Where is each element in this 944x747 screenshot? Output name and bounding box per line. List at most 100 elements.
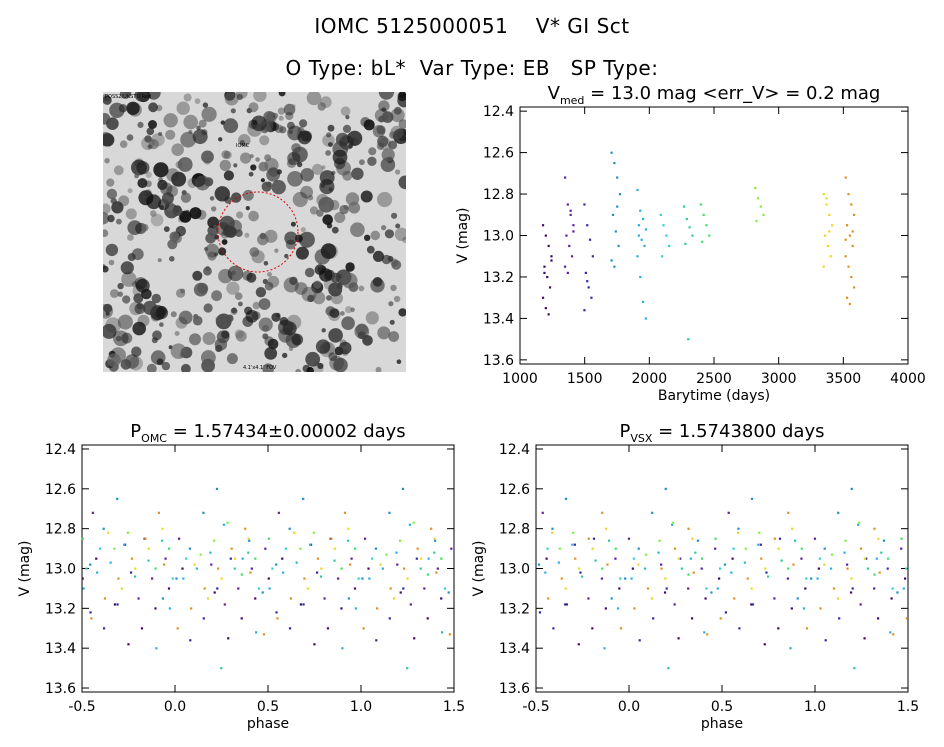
data-point — [644, 553, 648, 556]
fold_omc-group: -0.5 0.0 0.5 1.0 1.5 12.4 12.6 12.8 13.0 13.2 13.4… — [17, 421, 465, 732]
field-star — [304, 267, 315, 278]
field-star — [187, 177, 198, 189]
field-star — [320, 183, 326, 188]
data-point — [233, 557, 237, 560]
field-star — [340, 106, 351, 116]
data-point — [202, 511, 205, 514]
field-star — [245, 309, 259, 323]
data-point — [644, 228, 647, 231]
data-point — [237, 587, 240, 590]
data-point — [435, 571, 438, 574]
field-star — [262, 333, 269, 340]
data-point — [823, 547, 826, 550]
data-point — [558, 547, 561, 550]
data-point — [667, 667, 670, 670]
data-point — [81, 577, 84, 580]
x-tick-label: 1.0 — [804, 699, 826, 715]
data-point — [856, 523, 860, 526]
data-point — [816, 577, 819, 580]
data-point — [341, 647, 344, 650]
field-star — [267, 275, 280, 288]
field-star — [284, 253, 289, 259]
data-point — [413, 637, 416, 640]
data-point — [636, 255, 639, 258]
field-star — [146, 194, 162, 210]
y-tick-label: 13.6 — [483, 353, 514, 369]
field-star — [317, 362, 324, 370]
data-point — [90, 617, 93, 620]
data-point — [859, 603, 862, 606]
data-point — [824, 234, 827, 237]
y-tick-label: 13.4 — [483, 311, 514, 327]
x-tick-label: -0.5 — [68, 699, 95, 715]
field-star — [180, 131, 196, 148]
field-star — [171, 171, 187, 187]
y-tick-label: 12.8 — [483, 187, 514, 203]
data-point — [176, 627, 179, 630]
field-star — [249, 247, 260, 257]
field-star — [326, 223, 333, 229]
data-point — [723, 563, 727, 566]
field-star — [278, 115, 284, 121]
field-star — [370, 230, 381, 241]
data-point — [102, 527, 105, 530]
data-point — [120, 587, 123, 590]
field-star — [116, 218, 122, 225]
data-point — [288, 527, 291, 530]
data-point — [737, 527, 740, 530]
data-point — [426, 573, 429, 576]
data-point — [433, 551, 436, 554]
data-point — [611, 213, 615, 216]
data-point — [168, 607, 171, 610]
data-point — [905, 617, 908, 620]
data-point — [702, 213, 705, 216]
data-point — [730, 571, 733, 574]
data-point — [347, 527, 350, 530]
field-star — [274, 248, 279, 253]
field-star — [391, 212, 398, 219]
data-point — [664, 487, 667, 491]
field-star — [175, 161, 183, 169]
field-star — [296, 161, 303, 168]
data-point — [244, 527, 247, 530]
data-point — [396, 563, 399, 566]
data-point — [889, 631, 892, 634]
data-point — [754, 186, 757, 190]
data-point — [188, 547, 192, 550]
data-point — [379, 563, 382, 566]
data-point — [586, 280, 589, 283]
chart-title-subscript: OMC — [141, 432, 167, 445]
data-point — [692, 571, 695, 574]
data-point — [805, 627, 809, 630]
field-star — [226, 314, 234, 323]
data-point — [543, 271, 546, 275]
field-star — [232, 198, 237, 203]
field-star — [287, 121, 295, 130]
star-type-subtitle: O Type: bL* Var Type: EB SP Type: — [285, 56, 659, 80]
field-star — [148, 102, 158, 113]
data-point — [832, 587, 836, 590]
field-star — [137, 121, 144, 128]
field-star — [277, 107, 285, 115]
field-star — [261, 181, 272, 192]
data-point — [181, 567, 184, 570]
data-point — [825, 197, 828, 200]
data-point — [538, 611, 542, 614]
data-point — [426, 617, 429, 620]
data-point — [569, 213, 572, 216]
data-point — [751, 603, 755, 606]
field-star — [231, 307, 238, 314]
data-point — [829, 567, 833, 570]
field-star — [110, 289, 119, 298]
field-star — [103, 323, 117, 339]
field-star — [146, 127, 155, 136]
y-tick-label: 12.8 — [45, 522, 76, 538]
data-point — [717, 577, 721, 580]
data-point — [591, 627, 594, 630]
field-star — [121, 332, 133, 344]
field-star — [351, 167, 364, 180]
data-point — [388, 617, 391, 620]
data-point — [588, 238, 592, 241]
y-tick-label: 12.6 — [45, 482, 76, 498]
data-point — [813, 537, 817, 540]
